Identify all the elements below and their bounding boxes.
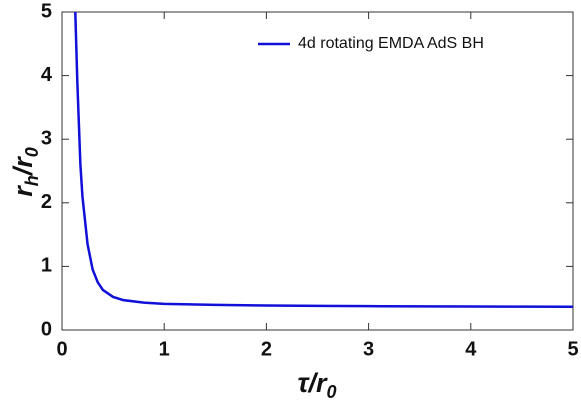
- y-label-sub2: 0: [22, 147, 42, 157]
- x-tick-label: 4: [465, 338, 477, 360]
- y-tick-label: 2: [41, 191, 52, 213]
- y-label-sub: h: [22, 175, 42, 186]
- x-label-main: τ/r: [297, 368, 328, 398]
- x-axis-label: τ/r0: [297, 368, 336, 402]
- x-label-sub: 0: [327, 382, 337, 402]
- y-axis-label: rh/r0: [8, 147, 42, 197]
- x-tick-label: 1: [159, 338, 170, 360]
- data-line: [74, 11, 574, 309]
- legend-label: 4d rotating EMDA AdS BH: [298, 35, 484, 52]
- x-tick-label: 3: [363, 338, 374, 360]
- y-tick-label: 3: [41, 127, 52, 149]
- x-tick-label: 2: [261, 338, 272, 360]
- y-label-main: r: [8, 185, 38, 197]
- x-tick-label: 0: [56, 338, 67, 360]
- x-tick-label: 5: [567, 338, 578, 360]
- y-label-main2: /r: [8, 156, 38, 177]
- y-tick-label: 4: [41, 64, 53, 86]
- y-tick-label: 5: [41, 0, 52, 22]
- frame: [61, 11, 574, 331]
- y-tick-label: 0: [41, 318, 52, 340]
- y-tick-label: 1: [41, 255, 52, 277]
